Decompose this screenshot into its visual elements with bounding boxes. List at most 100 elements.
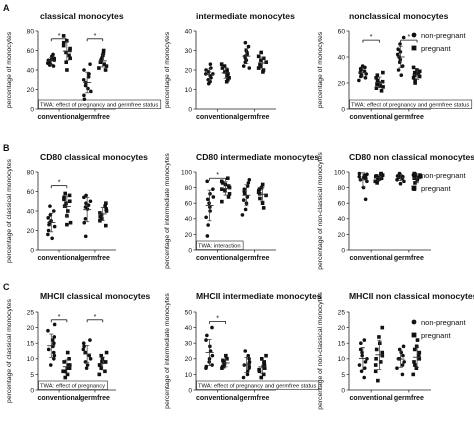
data-point-non-pregnant xyxy=(52,322,57,327)
data-point-non-pregnant xyxy=(86,86,90,91)
data-point-pregnant xyxy=(259,357,264,361)
data-point-pregnant xyxy=(219,62,224,66)
statistics-note: TWA: effect of pregnancy xyxy=(40,383,105,389)
statistics-note-box xyxy=(196,240,244,250)
data-point-non-pregnant xyxy=(363,197,368,202)
y-tick-label: 100 xyxy=(181,169,192,176)
data-point-non-pregnant xyxy=(363,360,368,364)
data-point-non-pregnant xyxy=(364,176,368,181)
data-point-non-pregnant xyxy=(357,174,362,179)
significance-star: * xyxy=(94,314,97,321)
significance-star: * xyxy=(407,34,410,41)
data-point-pregnant xyxy=(100,217,104,221)
data-point-pregnant xyxy=(220,199,224,204)
data-point-non-pregnant xyxy=(86,75,91,79)
panel-title: intermediate monocytes xyxy=(196,11,295,21)
data-point-pregnant xyxy=(413,81,417,85)
data-point-non-pregnant xyxy=(243,207,248,212)
statistics-note: TWA: effect of pregnancy and germfree st… xyxy=(40,102,158,108)
data-point-pregnant xyxy=(97,66,101,70)
y-tick-label: 20 xyxy=(27,325,35,332)
data-point-non-pregnant xyxy=(88,357,93,361)
data-point-pregnant xyxy=(223,70,227,74)
x-tick-label: germfree xyxy=(394,255,424,262)
legend-C: non-pregnant pregnant xyxy=(411,318,467,340)
data-point-pregnant xyxy=(64,50,68,55)
data-point-non-pregnant xyxy=(396,68,401,72)
data-point-pregnant xyxy=(104,209,109,213)
data-point-pregnant xyxy=(104,223,108,228)
data-point-pregnant xyxy=(101,51,106,56)
data-point-non-pregnant xyxy=(247,66,252,70)
panel-title: MHCII non classical monocytes xyxy=(349,291,474,301)
y-tick-label: 0 xyxy=(30,387,34,394)
data-point-pregnant xyxy=(68,220,73,225)
data-point-pregnant xyxy=(377,341,382,345)
data-point-non-pregnant xyxy=(83,350,88,355)
legend-label-pregnant: pregnant xyxy=(421,44,452,53)
data-point-non-pregnant xyxy=(204,366,208,370)
data-point-pregnant xyxy=(63,191,68,196)
data-point-non-pregnant xyxy=(365,357,369,361)
legend-label-pregnant: pregnant xyxy=(421,184,452,193)
data-point-pregnant xyxy=(380,173,385,177)
data-point-non-pregnant xyxy=(51,64,56,68)
data-point-pregnant xyxy=(261,68,266,72)
panel-7: MHCII classical monocytes percentage of c… xyxy=(6,291,151,403)
data-point-non-pregnant xyxy=(46,328,50,333)
y-tick-label: 0 xyxy=(188,247,192,254)
data-point-non-pregnant xyxy=(46,216,50,220)
data-point-non-pregnant xyxy=(204,338,208,342)
panel-letter-A: A xyxy=(3,3,10,13)
data-point-pregnant xyxy=(102,62,106,66)
data-point-pregnant xyxy=(99,58,103,63)
data-point-pregnant xyxy=(413,181,417,185)
data-point-pregnant xyxy=(380,79,385,84)
y-axis-label: percentage of intermediate monocytes xyxy=(164,293,171,409)
data-point-pregnant xyxy=(104,350,109,355)
data-point-non-pregnant xyxy=(81,341,86,346)
data-point-non-pregnant xyxy=(360,353,365,358)
data-point-pregnant xyxy=(65,68,69,72)
data-point-pregnant xyxy=(259,375,264,380)
data-point-non-pregnant xyxy=(397,347,402,352)
data-point-non-pregnant xyxy=(83,83,88,88)
data-point-non-pregnant xyxy=(52,335,57,339)
data-point-pregnant xyxy=(224,353,228,358)
data-point-non-pregnant xyxy=(48,204,52,208)
data-point-pregnant xyxy=(103,68,108,72)
data-point-non-pregnant xyxy=(245,372,250,377)
data-point-pregnant xyxy=(63,375,68,380)
significance-star: * xyxy=(58,314,61,321)
y-tick-label: 15 xyxy=(27,341,35,348)
x-tick-label: conventional xyxy=(37,255,80,262)
data-point-pregnant xyxy=(417,74,422,79)
data-point-non-pregnant xyxy=(363,76,368,80)
data-point-non-pregnant xyxy=(209,76,213,80)
data-point-pregnant xyxy=(413,70,417,75)
data-point-pregnant xyxy=(417,357,422,361)
x-tick-label: conventional xyxy=(350,255,393,262)
data-point-non-pregnant xyxy=(247,357,251,361)
y-tick-label: 40 xyxy=(338,216,346,223)
data-point-non-pregnant xyxy=(85,363,90,367)
data-point-non-pregnant xyxy=(46,232,50,237)
data-point-pregnant xyxy=(373,174,378,179)
y-axis-label: percentage of intermediate monocytes xyxy=(164,153,171,269)
data-point-pregnant xyxy=(67,366,72,370)
data-point-pregnant xyxy=(377,335,381,339)
significance-star: * xyxy=(58,33,61,40)
y-tick-label: 20 xyxy=(338,325,346,332)
y-tick-label: 80 xyxy=(338,185,346,192)
data-point-pregnant xyxy=(261,372,266,377)
y-tick-label: 5 xyxy=(30,372,34,379)
data-point-pregnant xyxy=(260,182,265,187)
x-tick-label: germfree xyxy=(394,395,424,402)
data-point-non-pregnant xyxy=(88,199,93,204)
data-point-pregnant xyxy=(62,360,66,364)
data-point-pregnant xyxy=(412,187,416,191)
data-point-non-pregnant xyxy=(206,70,211,74)
data-point-pregnant xyxy=(380,350,385,355)
data-point-pregnant xyxy=(264,193,268,198)
data-point-non-pregnant xyxy=(82,97,87,102)
